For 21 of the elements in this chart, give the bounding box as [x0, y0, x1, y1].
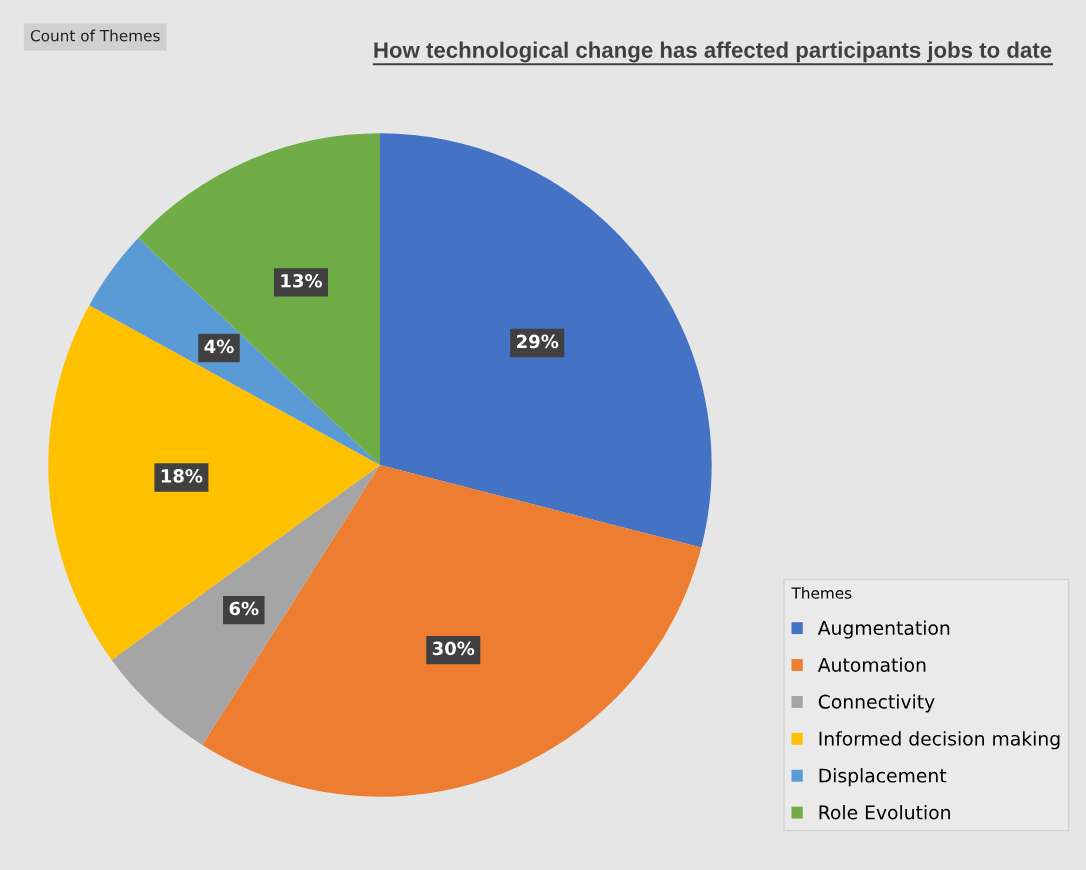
legend-label: Augmentation: [817, 620, 950, 639]
legend-label: Connectivity: [818, 694, 935, 713]
pie-slice: [138, 133, 380, 465]
legend-label: Role Evolution: [819, 804, 950, 820]
data-label: 6%: [229, 601, 259, 616]
legend-label: Informed decision making: [819, 731, 1060, 750]
data-label: 13%: [281, 273, 322, 288]
chart-title: How technological change has affected participants jobs to date: [374, 41, 1052, 63]
pie-slice: [89, 237, 380, 465]
legend-label: Displacement: [819, 768, 947, 787]
legend-label: Automation: [817, 657, 926, 672]
legend-title: Themes: [791, 586, 852, 599]
pie-slice: [202, 465, 702, 797]
text: Count of Themes: [30, 29, 160, 42]
pie-slice: [48, 305, 380, 660]
data-label: 29%: [517, 334, 559, 349]
data-label: 30%: [432, 641, 475, 656]
pie-slice: [380, 133, 712, 548]
pie-slice: [111, 465, 380, 746]
data-label: 4%: [204, 339, 234, 354]
data-label: 18%: [161, 469, 203, 483]
